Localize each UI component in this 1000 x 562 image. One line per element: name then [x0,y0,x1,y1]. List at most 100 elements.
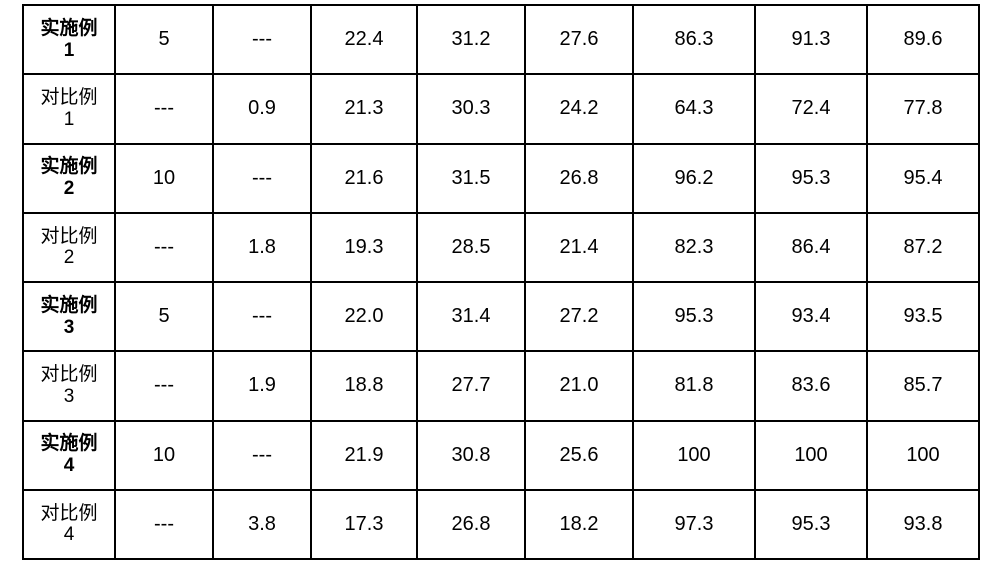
cell-value: 1.9 [248,374,276,396]
row-label-text: 对比例 [40,226,97,247]
data-cell: 25.6 [525,421,633,490]
table-row: 对比例3---1.918.827.721.081.883.685.7 [23,351,979,420]
data-cell: --- [115,351,213,420]
cell-value: 3.8 [248,513,276,535]
cell-value: 26.8 [560,167,599,189]
cell-value: 21.3 [345,97,384,119]
row-label: 对比例1 [24,87,114,131]
data-cell: 86.4 [755,213,867,282]
row-label-cell: 实施例4 [23,421,115,490]
data-cell: --- [115,74,213,143]
data-cell: 100 [633,421,755,490]
data-cell: 3.8 [213,490,311,559]
data-cell: 85.7 [867,351,979,420]
data-cell: --- [213,282,311,351]
data-cell: 22.0 [311,282,417,351]
cell-value: --- [252,167,272,189]
data-cell: 96.2 [633,144,755,213]
cell-value: 22.4 [345,28,384,50]
cell-value: 30.3 [452,97,491,119]
table-row: 对比例4---3.817.326.818.297.395.393.8 [23,490,979,559]
row-label-number: 2 [24,178,114,200]
cell-value: 100 [794,444,827,466]
cell-value: 93.8 [904,513,943,535]
data-cell: 24.2 [525,74,633,143]
row-label-number: 4 [24,455,114,477]
cell-value: 91.3 [792,28,831,50]
data-cell: 30.8 [417,421,525,490]
cell-value: --- [154,513,174,535]
data-cell: --- [115,213,213,282]
data-cell: 72.4 [755,74,867,143]
data-cell: 1.9 [213,351,311,420]
cell-value: 28.5 [452,236,491,258]
cell-value: --- [252,305,272,327]
data-cell: --- [213,144,311,213]
cell-value: 95.3 [792,167,831,189]
row-label: 实施例4 [24,433,114,477]
data-cell: 21.6 [311,144,417,213]
cell-value: 21.9 [345,444,384,466]
data-cell: 83.6 [755,351,867,420]
cell-value: 27.7 [452,374,491,396]
row-label-cell: 对比例1 [23,74,115,143]
cell-value: 31.2 [452,28,491,50]
data-cell: 21.3 [311,74,417,143]
cell-value: 30.8 [452,444,491,466]
row-label-cell: 实施例3 [23,282,115,351]
cell-value: 31.4 [452,305,491,327]
row-label-text: 实施例 [40,156,97,177]
cell-value: 64.3 [675,97,714,119]
cell-value: 18.8 [345,374,384,396]
data-cell: 100 [755,421,867,490]
cell-value: 95.3 [792,513,831,535]
cell-value: 19.3 [345,236,384,258]
row-label-text: 实施例 [40,18,97,39]
data-cell: 18.8 [311,351,417,420]
table-body: 实施例15---22.431.227.686.391.389.6对比例1---0… [23,5,979,559]
cell-value: 5 [158,28,169,50]
row-label-text: 实施例 [40,295,97,316]
data-cell: 21.9 [311,421,417,490]
row-label-text: 对比例 [40,364,97,385]
row-label: 对比例4 [24,503,114,547]
cell-value: 72.4 [792,97,831,119]
row-label-number: 1 [24,109,114,131]
data-cell: 93.5 [867,282,979,351]
row-label: 实施例2 [24,156,114,200]
data-cell: 81.8 [633,351,755,420]
cell-value: 77.8 [904,97,943,119]
cell-value: 1.8 [248,236,276,258]
row-label-number: 4 [24,524,114,546]
cell-value: 22.0 [345,305,384,327]
data-cell: 100 [867,421,979,490]
cell-value: --- [154,236,174,258]
cell-value: 95.3 [675,305,714,327]
cell-value: --- [252,444,272,466]
data-cell: 26.8 [417,490,525,559]
row-label-text: 实施例 [40,433,97,454]
cell-value: 85.7 [904,374,943,396]
cell-value: 27.2 [560,305,599,327]
data-cell: 26.8 [525,144,633,213]
table-row: 实施例15---22.431.227.686.391.389.6 [23,5,979,74]
cell-value: 100 [906,444,939,466]
data-cell: 89.6 [867,5,979,74]
data-cell: 0.9 [213,74,311,143]
cell-value: --- [252,28,272,50]
data-cell: 93.8 [867,490,979,559]
data-table: 实施例15---22.431.227.686.391.389.6对比例1---0… [22,4,980,560]
row-label: 实施例1 [24,18,114,62]
row-label-cell: 对比例4 [23,490,115,559]
row-label-text: 对比例 [40,87,97,108]
data-cell: 86.3 [633,5,755,74]
table-row: 对比例1---0.9 21.3 30.3 24.2 64.3 72.4 77.8 [23,74,979,143]
cell-value: 82.3 [675,236,714,258]
data-cell: 5 [115,5,213,74]
data-cell: 18.2 [525,490,633,559]
data-cell: 21.0 [525,351,633,420]
data-cell: 95.3 [633,282,755,351]
cell-value: 83.6 [792,374,831,396]
row-label-number: 3 [24,317,114,339]
data-cell: 95.4 [867,144,979,213]
